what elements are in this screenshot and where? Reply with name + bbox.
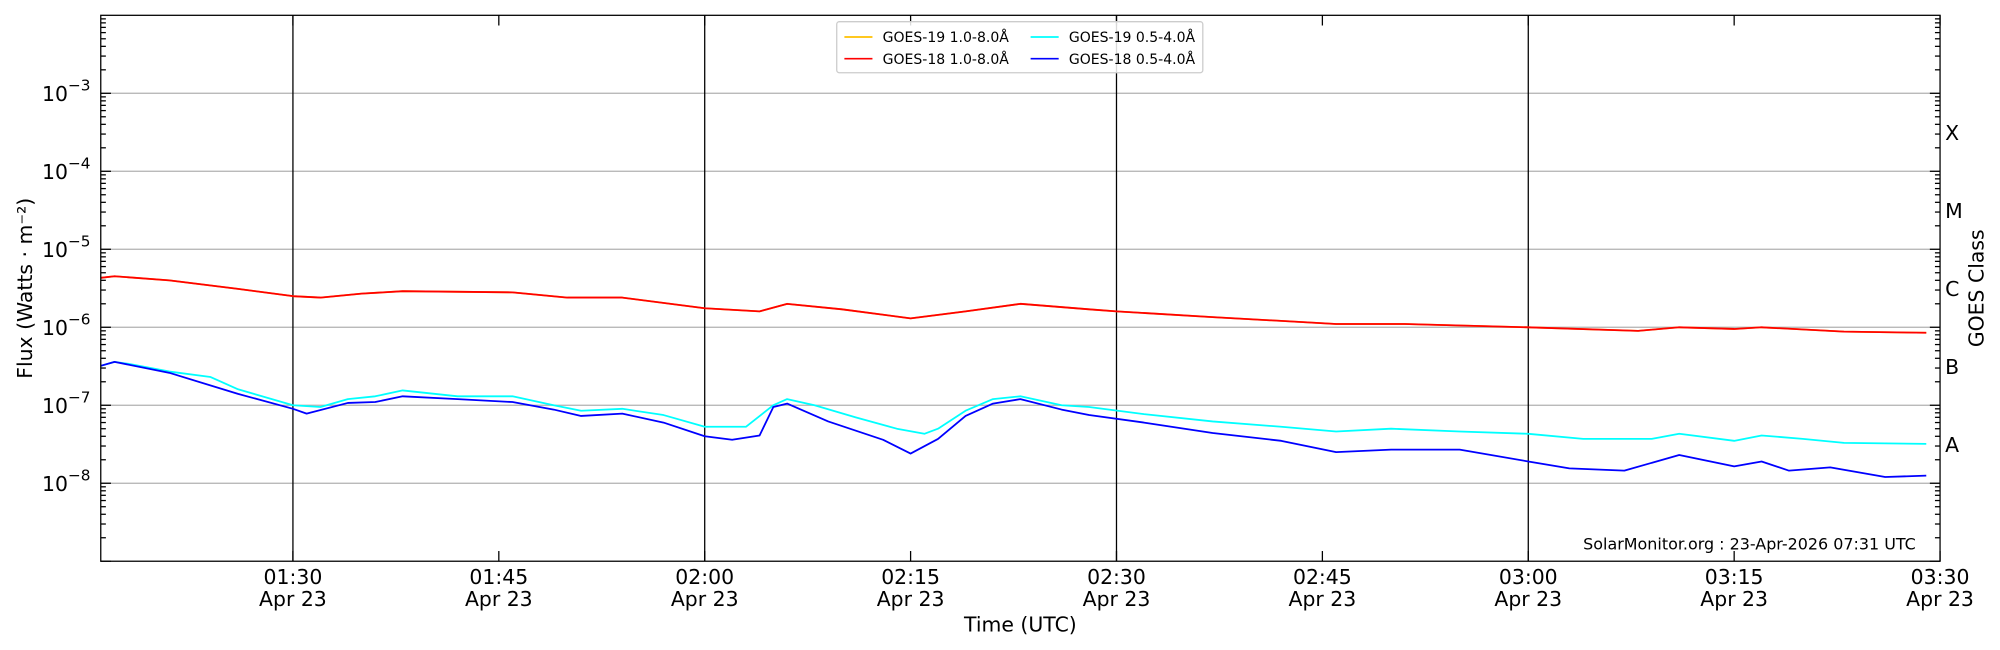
- y-tick-label: 10−7: [42, 389, 91, 418]
- y-tick-exponent: −6: [68, 311, 91, 329]
- y-tick-exponent: −3: [68, 77, 91, 95]
- y-tick-base: 10: [42, 394, 68, 418]
- series-line-goes-18-0-5-4-0-: [100, 360, 1927, 478]
- y-tick-exponent: −4: [68, 155, 91, 173]
- goes-class-labels: X M C B A: [1945, 121, 1963, 457]
- y-tick-exponent: −8: [68, 467, 91, 485]
- x-tick-date: Apr 23: [1494, 587, 1562, 611]
- x-tick-date: Apr 23: [259, 587, 327, 611]
- y-tick-label: 10−3: [42, 77, 91, 106]
- grid: [100, 92, 1941, 484]
- goes-class-x: X: [1945, 121, 1959, 145]
- y-tick-exponent: −7: [68, 389, 91, 407]
- goes-class-a: A: [1945, 433, 1959, 457]
- legend: GOES-19 1.0-8.0Å GOES-18 1.0-8.0Å GOES-19 …: [836, 21, 1204, 74]
- y-tick-label: 10−6: [42, 311, 91, 340]
- legend-box: [836, 21, 1204, 74]
- x-tick-time: 02:30: [1087, 565, 1146, 589]
- x-tick-date: Apr 23: [465, 587, 533, 611]
- x-tick-time: 02:00: [675, 565, 734, 589]
- y-tick-labels: 10−310−410−510−610−710−8: [42, 77, 91, 496]
- vertical-marker-lines: [292, 15, 1529, 562]
- y-tick-base: 10: [42, 160, 68, 184]
- x-tick-date: Apr 23: [877, 587, 945, 611]
- x-tick-time: 03:00: [1499, 565, 1558, 589]
- x-tick-time: 01:45: [469, 565, 528, 589]
- x-axis-label: Time (UTC): [963, 612, 1077, 636]
- x-tick-date: Apr 23: [1906, 587, 1974, 611]
- x-tick-date: Apr 23: [1289, 587, 1357, 611]
- right-axis-label: GOES Class: [1964, 229, 1988, 347]
- watermark: SolarMonitor.org : 23-Apr-2026 07:31 UTC: [1583, 535, 1916, 554]
- legend-label: GOES-18 0.5-4.0Å: [1069, 51, 1196, 68]
- y-tick-label: 10−4: [42, 155, 91, 184]
- y-tick-base: 10: [42, 82, 68, 106]
- y-tick-base: 10: [42, 316, 68, 340]
- goes-class-b: B: [1945, 355, 1959, 379]
- y-tick-label: 10−8: [42, 467, 91, 496]
- series-line-goes-19-0-5-4-0-: [100, 360, 1927, 445]
- series-line-goes-18-1-0-8-0-: [100, 275, 1927, 334]
- x-tick-time: 02:15: [881, 565, 940, 589]
- legend-label: GOES-19 1.0-8.0Å: [883, 29, 1010, 46]
- x-tick-time: 02:45: [1293, 565, 1352, 589]
- goes-class-c: C: [1945, 277, 1959, 301]
- y-tick-exponent: −5: [68, 233, 91, 251]
- y-tick-base: 10: [42, 472, 68, 496]
- legend-label: GOES-19 0.5-4.0Å: [1069, 29, 1196, 46]
- x-tick-time: 03:30: [1911, 565, 1970, 589]
- x-tick-date: Apr 23: [1700, 587, 1768, 611]
- goes-class-m: M: [1945, 199, 1963, 223]
- series-lines: [100, 275, 1927, 478]
- plot-frame: [100, 14, 1941, 562]
- y-tick-label: 10−5: [42, 233, 91, 262]
- x-tick-date: Apr 23: [1083, 587, 1151, 611]
- legend-label: GOES-18 1.0-8.0Å: [883, 51, 1010, 68]
- axis-ticks: [100, 15, 1941, 562]
- x-tick-time: 01:30: [264, 565, 323, 589]
- x-tick-date: Apr 23: [671, 587, 739, 611]
- x-tick-time: 03:15: [1705, 565, 1764, 589]
- y-axis-label: Flux (Watts · m⁻²): [13, 198, 37, 379]
- y-tick-base: 10: [42, 238, 68, 262]
